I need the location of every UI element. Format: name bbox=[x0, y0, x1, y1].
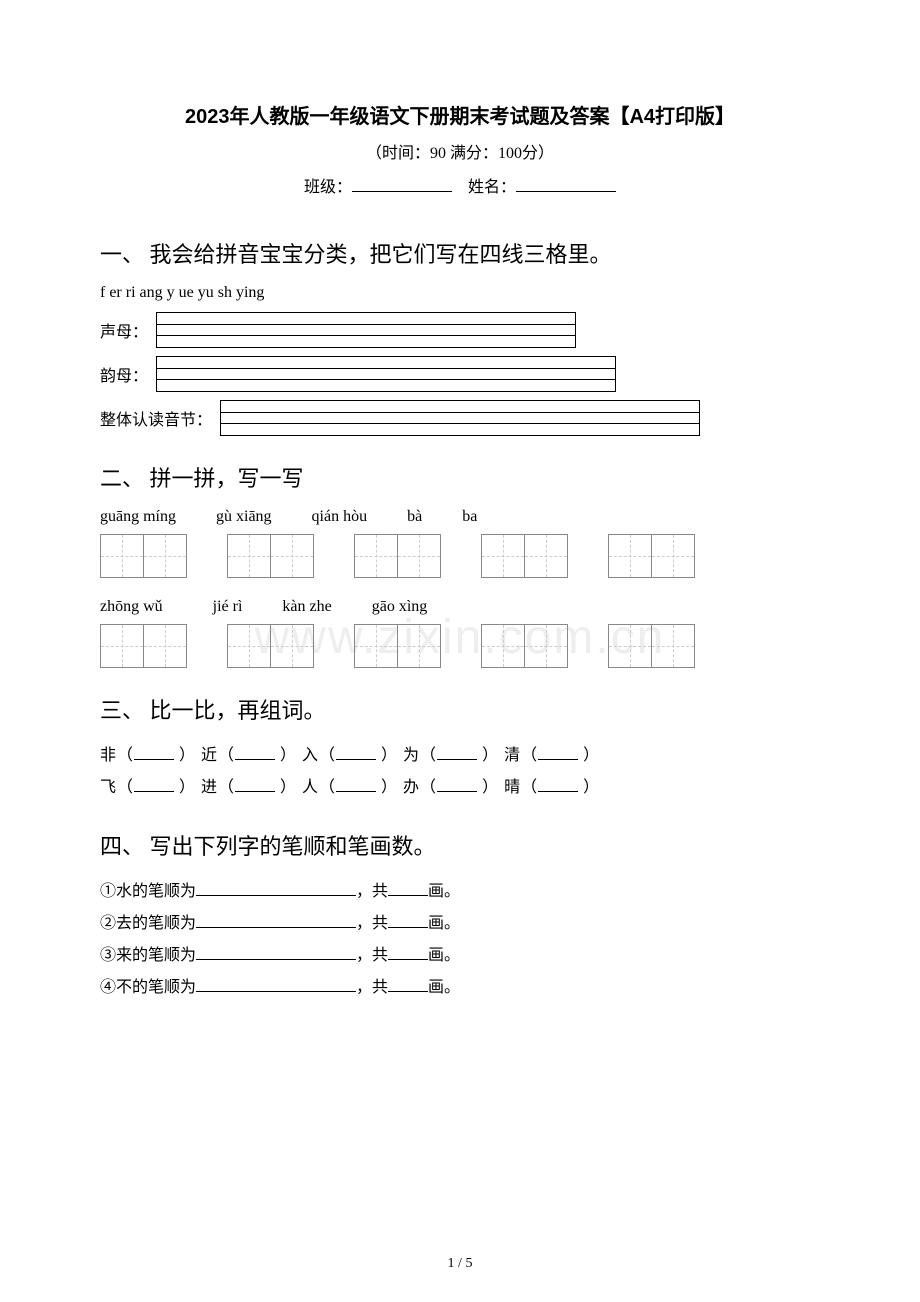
compare-text: ） 为（ bbox=[381, 747, 437, 764]
pinyin-list: f er ri ang y ue yu sh ying bbox=[100, 284, 820, 302]
stroke-label: ①水的笔顺为 bbox=[100, 883, 196, 900]
pinyin-1-5: ba bbox=[462, 508, 477, 526]
exam-title: 2023年人教版一年级语文下册期末考试题及答案【A4打印版】 bbox=[100, 100, 820, 129]
section-2-heading: 二、 拼一拼，写一写 bbox=[100, 461, 820, 493]
shengmu-row: 声母： bbox=[100, 312, 820, 348]
name-label: 姓名： bbox=[468, 179, 516, 196]
yunmu-label: 韵母： bbox=[100, 362, 148, 386]
pinyin-1-3: qián hòu bbox=[312, 508, 368, 526]
pinyin-1-2: gù xiāng bbox=[216, 508, 272, 526]
stroke-row-4: ④不的笔顺为 ，共 画。 bbox=[100, 972, 820, 1004]
stroke-label: ②去的笔顺为 bbox=[100, 915, 196, 932]
class-blank[interactable] bbox=[352, 176, 452, 192]
compare-row-2: 飞（ ） 进（ ） 人（ ） 办（ ） 晴（ ） bbox=[100, 772, 820, 804]
stroke-suffix: ，共 bbox=[356, 915, 388, 932]
zhengti-input[interactable] bbox=[220, 400, 700, 436]
class-name-row: 班级： 姓名： bbox=[100, 173, 820, 197]
stroke-row-2: ②去的笔顺为 ，共 画。 bbox=[100, 908, 820, 940]
pinyin-row-1: guāng míng gù xiāng qián hòu bà ba bbox=[100, 508, 820, 526]
grid-row-2 bbox=[100, 624, 820, 668]
compare-text: 飞（ bbox=[100, 779, 134, 796]
stroke-suffix: ，共 bbox=[356, 883, 388, 900]
char-grid[interactable] bbox=[608, 624, 695, 668]
pinyin-1-4: bà bbox=[407, 508, 422, 526]
compare-text: ） 清（ bbox=[482, 747, 538, 764]
char-grid[interactable] bbox=[608, 534, 695, 578]
compare-blank[interactable] bbox=[538, 759, 578, 760]
pinyin-2-1: zhōng wǔ bbox=[100, 598, 163, 616]
compare-text: ） 入（ bbox=[280, 747, 336, 764]
stroke-label: ④不的笔顺为 bbox=[100, 979, 196, 996]
compare-blank[interactable] bbox=[134, 791, 174, 792]
compare-blank[interactable] bbox=[538, 791, 578, 792]
char-grid[interactable] bbox=[227, 624, 314, 668]
stroke-label: ③来的笔顺为 bbox=[100, 947, 196, 964]
stroke-suffix2: 画。 bbox=[428, 915, 460, 932]
grid-row-1 bbox=[100, 534, 820, 578]
count-blank[interactable] bbox=[388, 895, 428, 896]
name-blank[interactable] bbox=[516, 176, 616, 192]
char-grid[interactable] bbox=[354, 534, 441, 578]
char-grid[interactable] bbox=[227, 534, 314, 578]
compare-blank[interactable] bbox=[336, 759, 376, 760]
section-4-heading: 四、 写出下列字的笔顺和笔画数。 bbox=[100, 829, 820, 861]
compare-text: ） 人（ bbox=[280, 779, 336, 796]
compare-row-1: 非（ ） 近（ ） 入（ ） 为（ ） 清（ ） bbox=[100, 740, 820, 772]
compare-blank[interactable] bbox=[235, 759, 275, 760]
char-grid[interactable] bbox=[100, 534, 187, 578]
shengmu-input[interactable] bbox=[156, 312, 576, 348]
pinyin-2-4: gāo xìng bbox=[372, 598, 428, 616]
stroke-suffix: ，共 bbox=[356, 979, 388, 996]
stroke-blank[interactable] bbox=[196, 991, 356, 992]
pinyin-1-1: guāng míng bbox=[100, 508, 176, 526]
stroke-blank[interactable] bbox=[196, 895, 356, 896]
compare-blank[interactable] bbox=[437, 759, 477, 760]
compare-text: ） bbox=[583, 779, 600, 796]
stroke-row-1: ①水的笔顺为 ，共 画。 bbox=[100, 876, 820, 908]
char-grid[interactable] bbox=[481, 534, 568, 578]
section-3-heading: 三、 比一比，再组词。 bbox=[100, 693, 820, 725]
yunmu-row: 韵母： bbox=[100, 356, 820, 392]
stroke-suffix2: 画。 bbox=[428, 883, 460, 900]
char-grid[interactable] bbox=[481, 624, 568, 668]
section-1-heading: 一、 我会给拼音宝宝分类，把它们写在四线三格里。 bbox=[100, 237, 820, 269]
shengmu-label: 声母： bbox=[100, 318, 148, 342]
pinyin-2-2: jié rì bbox=[213, 598, 243, 616]
compare-text: ） 晴（ bbox=[482, 779, 538, 796]
compare-text: ） bbox=[583, 747, 600, 764]
page-number: 1 / 5 bbox=[448, 1256, 473, 1272]
char-grid[interactable] bbox=[100, 624, 187, 668]
stroke-suffix2: 画。 bbox=[428, 979, 460, 996]
count-blank[interactable] bbox=[388, 991, 428, 992]
compare-blank[interactable] bbox=[235, 791, 275, 792]
pinyin-row-2: zhōng wǔ jié rì kàn zhe gāo xìng bbox=[100, 598, 820, 616]
exam-subtitle: （时间：90 满分：100分） bbox=[100, 139, 820, 163]
stroke-suffix2: 画。 bbox=[428, 947, 460, 964]
class-label: 班级： bbox=[304, 179, 352, 196]
stroke-suffix: ，共 bbox=[356, 947, 388, 964]
stroke-blank[interactable] bbox=[196, 927, 356, 928]
stroke-blank[interactable] bbox=[196, 959, 356, 960]
yunmu-input[interactable] bbox=[156, 356, 616, 392]
compare-blank[interactable] bbox=[134, 759, 174, 760]
stroke-row-3: ③来的笔顺为 ，共 画。 bbox=[100, 940, 820, 972]
compare-text: ） 近（ bbox=[179, 747, 235, 764]
char-grid[interactable] bbox=[354, 624, 441, 668]
count-blank[interactable] bbox=[388, 927, 428, 928]
compare-blank[interactable] bbox=[437, 791, 477, 792]
compare-text: ） 办（ bbox=[381, 779, 437, 796]
pinyin-2-3: kàn zhe bbox=[282, 598, 331, 616]
compare-blank[interactable] bbox=[336, 791, 376, 792]
zhengti-row: 整体认读音节： bbox=[100, 400, 820, 436]
compare-text: 非（ bbox=[100, 747, 134, 764]
compare-text: ） 进（ bbox=[179, 779, 235, 796]
count-blank[interactable] bbox=[388, 959, 428, 960]
zhengti-label: 整体认读音节： bbox=[100, 406, 212, 430]
